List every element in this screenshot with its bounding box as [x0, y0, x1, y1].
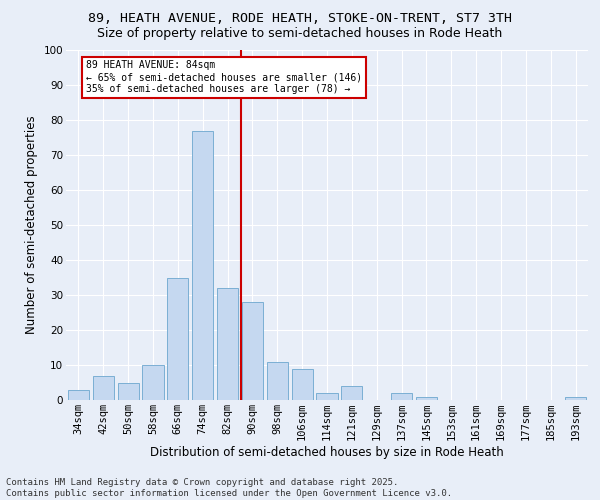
Bar: [217, 288, 238, 400]
Text: Size of property relative to semi-detached houses in Rode Heath: Size of property relative to semi-detach…: [97, 28, 503, 40]
Bar: [391, 393, 412, 400]
Bar: [341, 386, 362, 400]
Bar: [292, 368, 313, 400]
Text: 89, HEATH AVENUE, RODE HEATH, STOKE-ON-TRENT, ST7 3TH: 89, HEATH AVENUE, RODE HEATH, STOKE-ON-T…: [88, 12, 512, 26]
Y-axis label: Number of semi-detached properties: Number of semi-detached properties: [25, 116, 38, 334]
Bar: [142, 365, 164, 400]
Bar: [167, 278, 188, 400]
Bar: [68, 390, 89, 400]
Text: Contains HM Land Registry data © Crown copyright and database right 2025.
Contai: Contains HM Land Registry data © Crown c…: [6, 478, 452, 498]
Bar: [93, 376, 114, 400]
Bar: [416, 396, 437, 400]
Bar: [267, 362, 288, 400]
Text: 89 HEATH AVENUE: 84sqm
← 65% of semi-detached houses are smaller (146)
35% of se: 89 HEATH AVENUE: 84sqm ← 65% of semi-det…: [86, 60, 362, 94]
Bar: [242, 302, 263, 400]
Bar: [192, 130, 213, 400]
Bar: [565, 396, 586, 400]
Bar: [316, 393, 338, 400]
Bar: [118, 382, 139, 400]
X-axis label: Distribution of semi-detached houses by size in Rode Heath: Distribution of semi-detached houses by …: [150, 446, 504, 459]
